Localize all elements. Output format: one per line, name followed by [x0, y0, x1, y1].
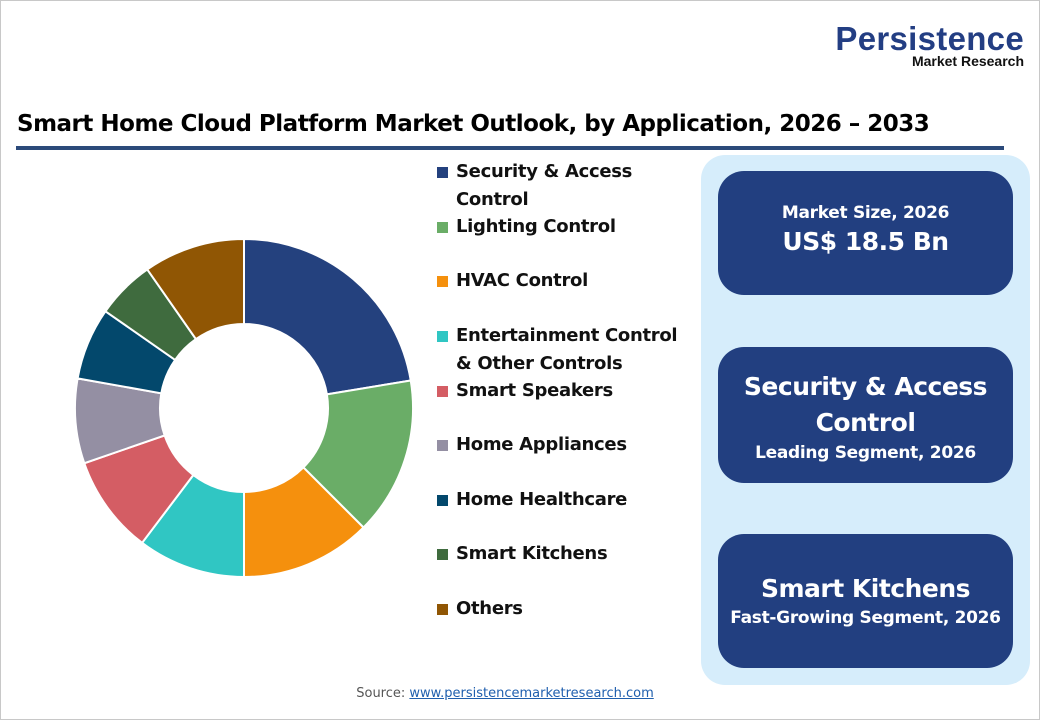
- legend-swatch-icon: [437, 331, 448, 342]
- legend-item: Smart Kitchens: [437, 540, 696, 568]
- fast-growing-segment-title: Smart Kitchens: [760, 574, 971, 603]
- legend-swatch-icon: [437, 167, 448, 178]
- title-underline: [16, 146, 1004, 150]
- market-size-card: Market Size, 2026 US$ 18.5 Bn: [718, 171, 1013, 295]
- legend-item: Home Appliances: [437, 431, 696, 459]
- source-note: Source: www.persistencemarketresearch.co…: [0, 686, 1010, 701]
- legend-label: HVAC Control: [456, 270, 588, 291]
- legend-item: Smart Speakers: [437, 377, 696, 405]
- fast-growing-segment-card: Smart Kitchens Fast-Growing Segment, 202…: [718, 534, 1013, 668]
- legend-item: Lighting Control: [437, 213, 696, 241]
- leading-segment-title-line1: Security & Access: [743, 372, 988, 401]
- source-label: Source:: [356, 686, 410, 701]
- legend-swatch-icon: [437, 604, 448, 615]
- legend-label: Smart Kitchens: [456, 543, 608, 564]
- leading-segment-title-line2: Control: [815, 408, 916, 437]
- legend-label: Smart Speakers: [456, 380, 613, 401]
- fast-growing-segment-subtitle: Fast-Growing Segment, 2026: [730, 608, 1001, 628]
- legend-item: Home Healthcare: [437, 486, 696, 514]
- brand-logo: Persistence Market Research: [835, 20, 1024, 69]
- leading-segment-subtitle: Leading Segment, 2026: [755, 443, 976, 463]
- legend-swatch-icon: [437, 222, 448, 233]
- key-stats-panel: Market Size, 2026 US$ 18.5 Bn Security &…: [701, 155, 1030, 685]
- legend-label: Home Healthcare: [456, 489, 628, 510]
- legend-label: Entertainment Control & Other Controls: [456, 325, 678, 374]
- legend-item: Entertainment Control & Other Controls: [437, 322, 696, 378]
- legend-label: Security & Access Control: [456, 161, 633, 210]
- source-link[interactable]: www.persistencemarketresearch.com: [409, 686, 654, 701]
- legend-label: Others: [456, 598, 523, 619]
- legend-item: Others: [437, 595, 696, 623]
- legend-swatch-icon: [437, 386, 448, 397]
- logo-main-text: Persistence: [835, 20, 1024, 57]
- legend-label: Lighting Control: [456, 216, 616, 237]
- legend-item: HVAC Control: [437, 267, 696, 295]
- legend-swatch-icon: [437, 495, 448, 506]
- chart-title: Smart Home Cloud Platform Market Outlook…: [17, 111, 930, 137]
- legend-swatch-icon: [437, 440, 448, 451]
- legend-item: Security & Access Control: [437, 158, 696, 214]
- legend-swatch-icon: [437, 549, 448, 560]
- donut-chart: [74, 238, 414, 578]
- legend-label: Home Appliances: [456, 434, 627, 455]
- leading-segment-card: Security & Access Control Leading Segmen…: [718, 347, 1013, 483]
- logo-sub-text: Market Research: [911, 53, 1024, 69]
- market-size-label: Market Size, 2026: [781, 203, 950, 223]
- market-size-value: US$ 18.5 Bn: [782, 227, 949, 256]
- donut-slice: [243, 238, 412, 396]
- donut-slice: [145, 238, 245, 341]
- legend-swatch-icon: [437, 276, 448, 287]
